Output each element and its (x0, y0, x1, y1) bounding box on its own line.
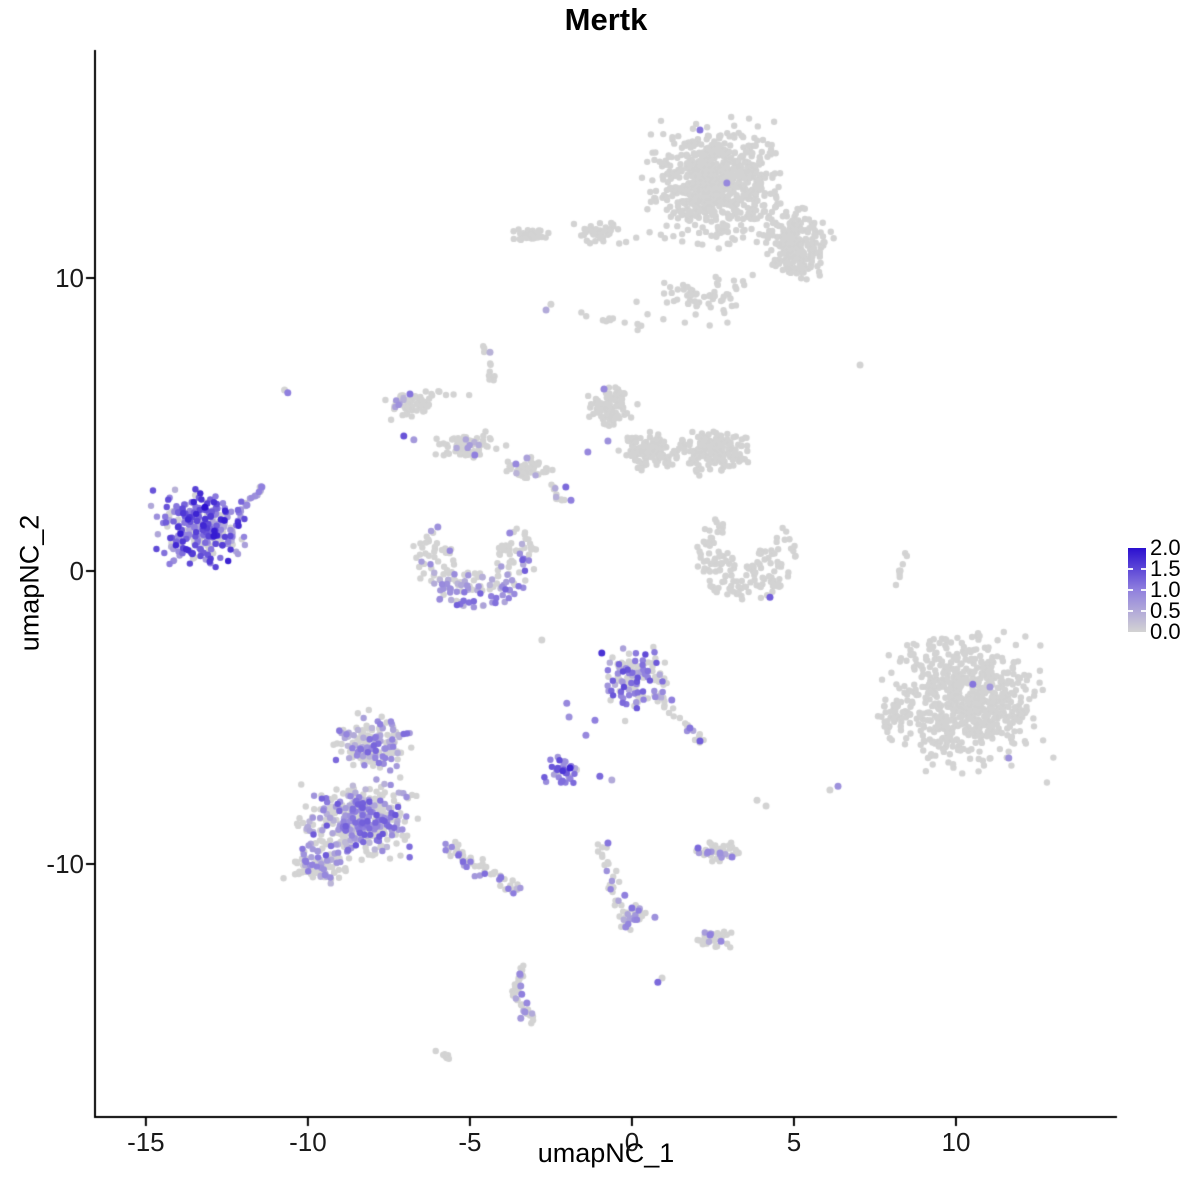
x-axis-tick-label: -5 (458, 1127, 482, 1157)
colorbar-tick (1128, 589, 1133, 591)
y-axis-tick-label: 0 (69, 556, 84, 587)
colorbar-tick (1141, 610, 1146, 612)
colorbar-tick (1128, 610, 1133, 612)
plot-title: Mertk (564, 2, 648, 37)
colorbar-label: 0.0 (1150, 619, 1181, 644)
colorbar-tick (1128, 568, 1133, 570)
x-axis-tick-label: -10 (289, 1127, 327, 1157)
colorbar-label: 0.5 (1150, 598, 1181, 623)
y-axis-tick-label: 10 (55, 262, 84, 293)
colorbar-tick (1141, 589, 1146, 591)
colorbar-label: 2.0 (1150, 535, 1181, 560)
x-axis-tick-label: -15 (127, 1127, 165, 1157)
colorbar-label: 1.0 (1150, 577, 1181, 602)
colorbar-tick (1141, 568, 1146, 570)
x-axis-tick-label: 5 (786, 1127, 802, 1157)
colorbar-label: 1.5 (1150, 556, 1181, 581)
x-axis-tick-label: 10 (941, 1127, 971, 1157)
y-axis-tick-label: -10 (46, 849, 84, 880)
x-axis-tick-label: 0 (624, 1127, 640, 1157)
x-axis-label: umapNC_1 (537, 1138, 675, 1168)
